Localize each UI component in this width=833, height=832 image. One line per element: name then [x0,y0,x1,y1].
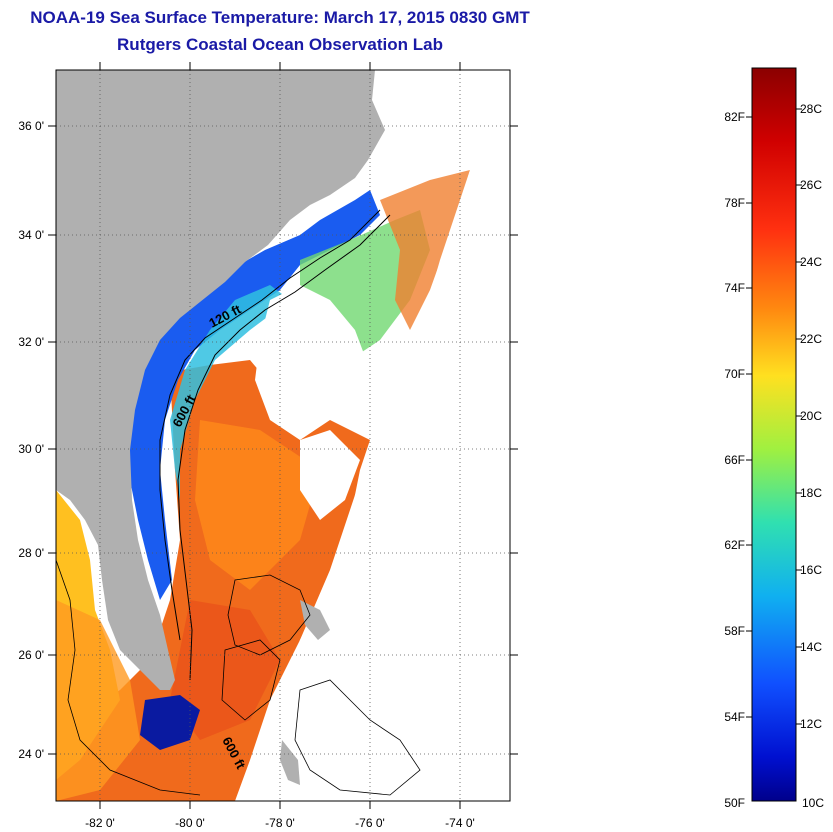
lat-label: 30 0' [18,442,44,456]
map-area: 120 ft 600 ft 600 ft [56,70,510,801]
colorbar-f-label: 58F [724,624,745,638]
sst-coastal-cold-band [125,190,380,600]
colorbar-f-label: 74F [724,281,745,295]
lat-label: 28 0' [18,546,44,560]
cloud-mask-east [300,430,360,520]
lon-label: -76 0' [355,816,385,830]
sst-gulf-orange [56,600,140,801]
colorbar-c-label: 22C [800,332,822,346]
axis-ticks [48,62,518,809]
colorbar-ticks [746,108,802,725]
bahamas-island-2 [280,740,300,785]
lat-label: 34 0' [18,228,44,242]
colorbar-c-label: 20C [800,409,822,423]
colorbar-c-label: 10C [802,796,824,810]
colorbar-c-label: 12C [800,717,822,731]
contour-bahamas [227,574,311,656]
lon-label: -80 0' [175,816,205,830]
lat-label: 26 0' [18,648,44,662]
us-east-coast-land [56,70,385,690]
map-subtitle: Rutgers Coastal Ocean Observation Lab [117,35,443,54]
contour-gulf [56,559,201,796]
contour-bahamas-2 [294,679,421,796]
sst-florida-bay-cold [140,695,200,750]
colorbar-f-label: 62F [724,538,745,552]
colorbar-f-label: 78F [724,196,745,210]
contour-600ft [177,214,391,681]
sst-warm-patch [195,420,320,590]
sst-offshore-orange [380,170,470,330]
lon-label: -82 0' [85,816,115,830]
colorbar-f-labels: 82F 78F 74F 70F 66F 62F 58F 54F 50F [724,110,745,810]
lat-label: 32 0' [18,335,44,349]
colorbar-c-label: 14C [800,640,822,654]
sst-orange-red-patch [170,600,280,740]
lon-label: -78 0' [265,816,295,830]
colorbar-c-labels: 28C 26C 24C 22C 20C 18C 16C 14C 12C 10C [800,102,824,810]
lat-label: 36 0' [18,119,44,133]
colorbar-f-label: 66F [724,453,745,467]
lat-labels: 36 0' 34 0' 32 0' 30 0' 28 0' 26 0' 24 0… [18,119,44,761]
contour-120ft [159,209,381,641]
contour-bahamas-3 [221,639,281,721]
colorbar-f-label: 70F [724,367,745,381]
no-data-region [240,330,510,801]
lon-labels: -82 0' -80 0' -78 0' -76 0' -74 0' [85,816,475,830]
lat-label: 24 0' [18,747,44,761]
colorbar [751,67,797,802]
no-data-north [420,150,510,330]
colorbar-c-label: 18C [800,486,822,500]
colorbar-c-label: 16C [800,563,822,577]
colorbar-f-label: 54F [724,710,745,724]
map-frame [55,69,511,802]
colorbar-c-label: 28C [800,102,822,116]
cloud-mask-region [255,285,370,440]
lon-label: -74 0' [445,816,475,830]
colorbar-f-label: 82F [724,110,745,124]
map-title: NOAA-19 Sea Surface Temperature: March 1… [30,8,530,27]
colorbar-f-label: 50F [724,796,745,810]
colorbar-c-label: 24C [800,255,822,269]
bahamas-island [300,600,330,640]
colorbar-c-label: 26C [800,178,822,192]
